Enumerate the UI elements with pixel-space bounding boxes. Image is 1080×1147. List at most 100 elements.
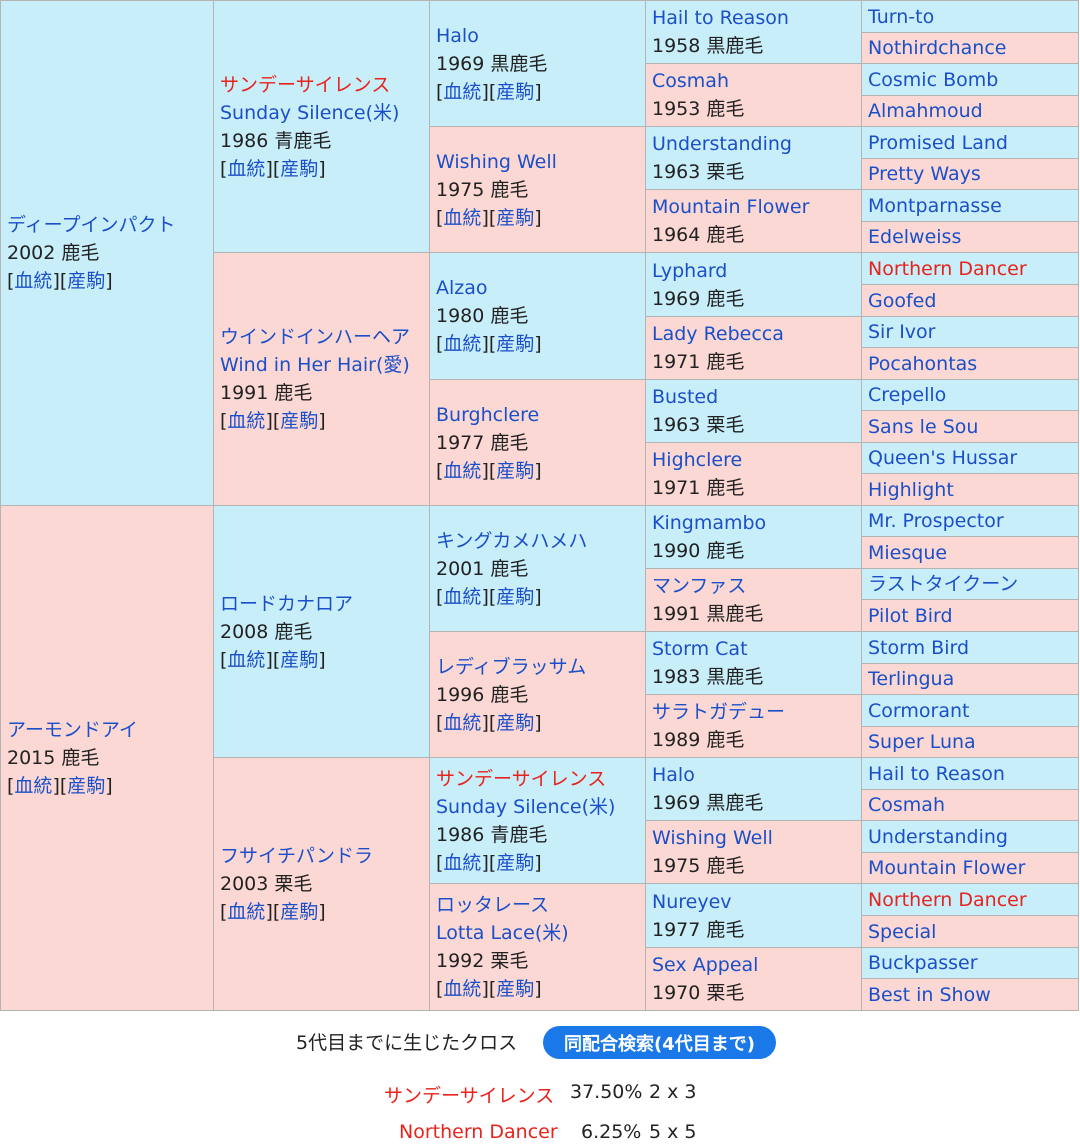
horse-name-link[interactable]: Understanding [868,825,1008,848]
horse-name-link[interactable]: Nothirdchance [868,37,1007,59]
horse-name-link[interactable]: Mountain Flower [652,196,810,218]
horse-name-link[interactable]: Cosmic Bomb [868,68,999,91]
horse-name-link[interactable]: Highclere [652,449,743,471]
horse-name-link[interactable]: ラストタイクーン [868,573,1019,595]
horse-name-link[interactable]: Buckpasser [868,952,978,974]
horse-name-link[interactable]: Northern Dancer [868,257,1027,280]
horse-name-link[interactable]: Cormorant [868,699,970,722]
foals-link[interactable]: 産駒 [496,851,535,874]
pedigree-cell-gen3: Wishing Well 1975 鹿毛 [血統][産駒] [429,126,646,253]
horse-name-link[interactable]: Storm Bird [868,636,970,659]
foals-link[interactable]: 産駒 [496,80,535,103]
horse-name-link[interactable]: Turn-to [868,5,935,28]
horse-name-link[interactable]: Hail to Reason [868,762,1005,785]
bloodline-link[interactable]: 血統 [227,901,266,923]
bracket: [ [7,775,15,797]
bloodline-link[interactable]: 血統 [227,410,266,432]
horse-foreign-name-link[interactable]: Sunday Silence(米) [436,795,616,818]
bloodline-link[interactable]: 血統 [443,459,482,482]
foals-link[interactable]: 産駒 [280,648,319,671]
horse-name-link[interactable]: Lyphard [652,259,728,282]
horse-name-link[interactable]: Sans le Sou [868,415,979,438]
horse-name-link[interactable]: Edelweiss [868,226,962,248]
foals-link[interactable]: 産駒 [67,270,106,292]
bloodline-link[interactable]: 血統 [443,978,482,1000]
horse-name-link[interactable]: Pocahontas [868,352,978,375]
horse-foreign-name-link[interactable]: Sunday Silence(米) [220,101,400,124]
horse-name-link[interactable]: Crepello [868,384,947,406]
cross-horse-name[interactable]: サンデーサイレンス [384,1085,555,1107]
horse-name-link[interactable]: Storm Cat [652,638,748,660]
foals-link[interactable]: 産駒 [496,459,535,482]
horse-name-link[interactable]: ロードカナロア [220,592,354,615]
horse-name-link[interactable]: レディブラッサム [436,655,587,678]
horse-name-link[interactable]: Cosmah [868,794,945,816]
horse-name-link[interactable]: ロッタレース [436,894,550,916]
bloodline-link[interactable]: 血統 [227,648,266,671]
horse-name-link[interactable]: Halo [652,764,695,786]
foals-link[interactable]: 産駒 [280,410,319,432]
foals-link[interactable]: 産駒 [496,333,535,355]
horse-name-link[interactable]: マンファス [652,575,747,597]
horse-name-link[interactable]: Cosmah [652,70,729,92]
horse-name-link[interactable]: Mr. Prospector [868,510,1004,532]
horse-name-link[interactable]: Almahmoud [868,100,983,122]
bloodline-link[interactable]: 血統 [443,333,482,355]
horse-name-link[interactable]: ウインドインハーヘア [220,326,411,348]
horse-name-link[interactable]: Pilot Bird [868,604,953,627]
bloodline-link[interactable]: 血統 [14,270,53,292]
horse-name-link[interactable]: Burghclere [436,403,540,426]
horse-name-link[interactable]: Understanding [652,133,792,155]
horse-name-link[interactable]: サンデーサイレンス [220,73,391,96]
horse-name-link[interactable]: Super Luna [868,731,976,753]
horse-name-link[interactable]: アーモンドアイ [7,719,138,741]
horse-name-link[interactable]: Busted [652,386,719,408]
bloodline-link[interactable]: 血統 [443,585,482,608]
horse-name-link[interactable]: Lady Rebecca [652,323,784,345]
bloodline-link[interactable]: 血統 [443,851,482,874]
foals-link[interactable]: 産駒 [496,711,535,734]
horse-name-link[interactable]: Highlight [868,478,954,501]
foals-link[interactable]: 産駒 [496,206,535,229]
horse-name-link[interactable]: Wishing Well [436,150,557,173]
horse-name-link[interactable]: Montparnasse [868,194,1002,217]
bloodline-link[interactable]: 血統 [443,80,482,103]
horse-name-link[interactable]: Terlingua [868,668,955,690]
horse-name-link[interactable]: Special [868,920,937,943]
horse-name-link[interactable]: サンデーサイレンス [436,767,607,790]
horse-name-link[interactable]: Sir Ivor [868,321,936,343]
bloodline-link[interactable]: 血統 [14,775,53,797]
horse-name-link[interactable]: Hail to Reason [652,7,789,29]
horse-name-link[interactable]: Goofed [868,289,937,312]
horse-name-link[interactable]: ディープインパクト [7,214,176,236]
same-mating-search-button[interactable]: 同配合検索(4代目まで) [543,1026,776,1059]
foals-link[interactable]: 産駒 [280,901,319,923]
foals-link[interactable]: 産駒 [67,775,106,797]
horse-name-link[interactable]: キングカメハメハ [436,529,588,552]
horse-name-link[interactable]: Mountain Flower [868,857,1026,879]
foals-link[interactable]: 産駒 [496,585,535,608]
horse-name-link[interactable]: Pretty Ways [868,163,981,185]
horse-name-link[interactable]: Promised Land [868,131,1008,154]
cross-horse-name[interactable]: Northern Dancer [399,1121,558,1143]
horse-name-link[interactable]: サラトガデュー [652,701,786,723]
horse-name-link[interactable]: Kingmambo [652,512,767,534]
horse-name-link[interactable]: Alzao [436,277,488,299]
horse-name-link[interactable]: Northern Dancer [868,888,1027,911]
horse-name-link[interactable]: Miesque [868,541,948,564]
horse-name-link[interactable]: Halo [436,24,479,47]
horse-name-link[interactable]: Best in Show [868,983,991,1006]
horse-foreign-name-link[interactable]: Lotta Lace(米) [436,922,569,944]
foals-link[interactable]: 産駒 [496,978,535,1000]
horse-name-link[interactable]: Wishing Well [652,827,773,849]
foals-link[interactable]: 産駒 [280,157,319,180]
bloodline-link[interactable]: 血統 [227,157,266,180]
horse-name-link[interactable]: Sex Appeal [652,954,759,976]
horse-name-link[interactable]: Queen's Hussar [868,447,1018,469]
bloodline-link[interactable]: 血統 [443,711,482,734]
horse-foreign-name-link[interactable]: Wind in Her Hair(愛) [220,354,410,376]
bloodline-link[interactable]: 血統 [443,206,482,229]
horse-name-link[interactable]: フサイチパンドラ [220,845,373,867]
horse-name-link[interactable]: Nureyev [652,890,732,913]
bracket: [ [436,711,444,734]
